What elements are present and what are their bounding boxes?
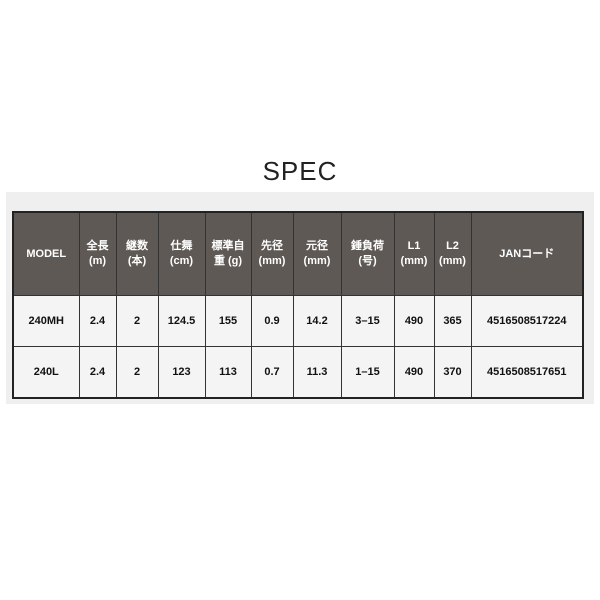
table-cell: 0.7: [250, 346, 294, 399]
spec-table: MODEL 全長 (m) 継数 (本) 仕舞 (cm) 標準自重 (g) 先径 (mm) 元径 (mm…: [12, 211, 584, 399]
column-header: L2 (mm): [433, 211, 472, 296]
table-cell: 4516508517651: [470, 346, 584, 399]
column-header: MODEL: [12, 211, 80, 296]
table-cell: 365: [433, 295, 472, 347]
table-cell: 155: [204, 295, 252, 347]
header-text: 仕舞: [170, 240, 193, 252]
header-text: L2: [446, 240, 459, 252]
header-text: 重 (g): [213, 255, 243, 267]
header-text: (m): [88, 255, 107, 267]
column-header: 仕舞 (cm): [157, 211, 206, 296]
table-cell: 2.4: [78, 346, 117, 399]
table-row: 240L 2.4 2 123 113 0.7 11.3 1–15 490 370 451650851…: [12, 346, 584, 399]
column-header: 全長 (m): [78, 211, 117, 296]
header-text: (mm): [303, 255, 331, 267]
column-header: JANコード: [470, 211, 584, 296]
table-cell: 240MH: [12, 295, 80, 347]
column-header: 錘負荷 (号): [340, 211, 395, 296]
column-header: 継数 (本): [115, 211, 159, 296]
header-text: JANコード: [499, 247, 555, 260]
table-cell: 4516508517224: [470, 295, 584, 347]
header-text: 先径: [261, 240, 283, 252]
header-text: (cm): [169, 255, 194, 267]
column-header: 先径 (mm): [250, 211, 294, 296]
column-header: 元径 (mm): [292, 211, 342, 296]
header-row: MODEL 全長 (m) 継数 (本) 仕舞 (cm) 標準自重 (g) 先径 (mm) 元径 (mm…: [12, 211, 584, 296]
header-text: L1: [407, 240, 421, 252]
table-cell: 490: [393, 295, 435, 347]
column-header: L1 (mm): [393, 211, 435, 296]
table-cell: 490: [393, 346, 435, 399]
table-cell: 123: [157, 346, 206, 399]
header-text: 標準自: [211, 240, 245, 252]
header-text: (本): [127, 255, 147, 267]
table-cell: 3–15: [340, 295, 395, 347]
header-text: 継数: [126, 240, 148, 252]
header-text: (mm): [439, 255, 466, 267]
header-text: 元径: [306, 240, 328, 252]
header-text: (mm): [258, 255, 286, 267]
table-cell: 2: [115, 346, 159, 399]
table-cell: 2.4: [78, 295, 117, 347]
table-cell: 124.5: [157, 295, 206, 347]
table-cell: 2: [115, 295, 159, 347]
header-text: 錘負荷: [351, 240, 384, 252]
table-cell: 0.9: [250, 295, 294, 347]
table-cell: 370: [433, 346, 472, 399]
table-row: 240MH 2.4 2 124.5 155 0.9 14.2 3–15 490 365 451650…: [12, 295, 584, 347]
table-cell: 240L: [12, 346, 80, 399]
page-title: SPEC: [262, 156, 338, 186]
table-cell: 1–15: [340, 346, 395, 399]
header-text: (mm): [400, 255, 428, 267]
column-header: 標準自重 (g): [204, 211, 252, 296]
table-cell: 14.2: [292, 295, 342, 347]
header-text: (号): [358, 255, 377, 267]
header-text: 全長: [86, 240, 109, 252]
table-cell: 113: [204, 346, 252, 399]
header-text: MODEL: [26, 247, 67, 260]
table-cell: 11.3: [292, 346, 342, 399]
